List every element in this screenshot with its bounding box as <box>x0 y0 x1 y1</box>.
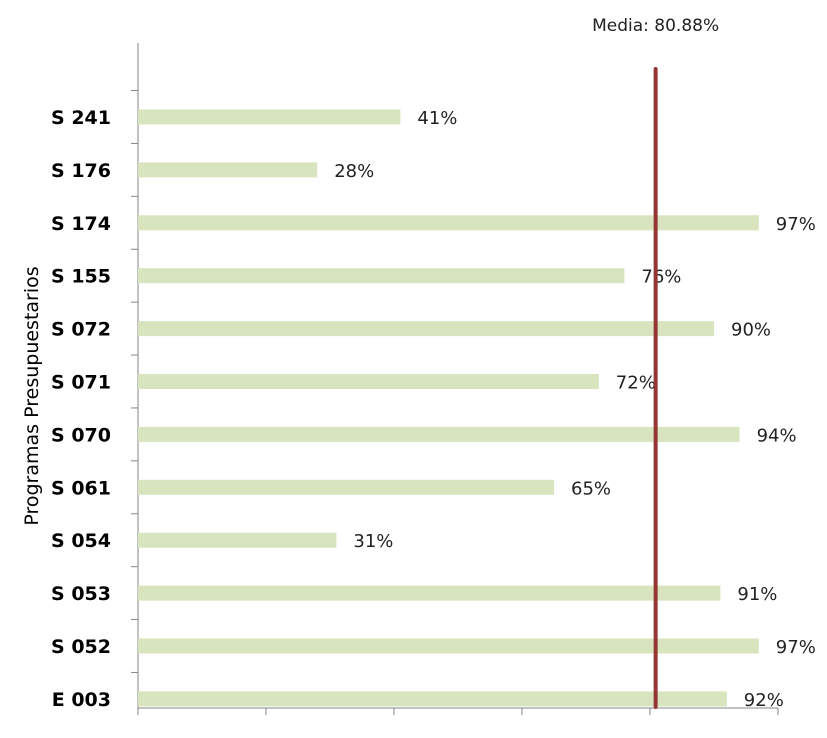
value-label: 92% <box>744 690 784 711</box>
category-label: S 054 <box>51 530 111 552</box>
bar-e-003 <box>138 691 727 707</box>
bar-s-054 <box>138 532 337 548</box>
value-labels: 41% 28% 97% 76% 90% 72% 94% 65% 31% 91% 97% 92% <box>334 108 816 711</box>
bar-s-071 <box>138 374 599 389</box>
category-label: S 053 <box>51 583 111 605</box>
bar-s-052 <box>138 638 759 654</box>
category-label: S 176 <box>51 160 111 182</box>
category-label: S 174 <box>51 213 111 235</box>
bar-s-174 <box>138 215 759 231</box>
value-label: 91% <box>737 584 777 605</box>
category-label: S 155 <box>51 266 111 288</box>
bars <box>138 109 759 707</box>
value-label: 90% <box>731 320 771 341</box>
bar-s-241 <box>138 109 401 125</box>
value-label: 76% <box>641 267 681 288</box>
mean-reference: Media: 80.88% <box>592 16 719 709</box>
y-axis-title: Programas Presupuestarios <box>21 266 43 525</box>
bar-s-072 <box>138 321 714 337</box>
value-label: 28% <box>334 161 374 182</box>
value-label: 97% <box>776 637 816 658</box>
value-label: 94% <box>757 425 797 446</box>
value-label: 65% <box>571 478 611 499</box>
category-label: S 241 <box>51 107 111 129</box>
category-label: S 061 <box>51 477 111 499</box>
bar-s-061 <box>138 479 554 495</box>
category-label: S 052 <box>51 636 111 658</box>
value-label: 41% <box>417 108 457 129</box>
value-label: 72% <box>616 373 656 394</box>
category-label: S 070 <box>51 424 111 446</box>
bar-s-155 <box>138 268 625 284</box>
category-labels: S 241 S 176 S 174 S 155 S 072 S 071 S 070 S 061… <box>51 107 111 711</box>
category-label: S 072 <box>51 319 111 341</box>
bar-s-053 <box>138 585 721 601</box>
mean-label: Media: 80.88% <box>592 16 719 36</box>
category-label: E 003 <box>52 689 111 711</box>
category-label: S 071 <box>51 372 111 394</box>
value-label: 31% <box>353 531 393 552</box>
bar-s-176 <box>138 162 318 178</box>
value-label: 97% <box>776 214 816 235</box>
bar-s-070 <box>138 426 740 442</box>
